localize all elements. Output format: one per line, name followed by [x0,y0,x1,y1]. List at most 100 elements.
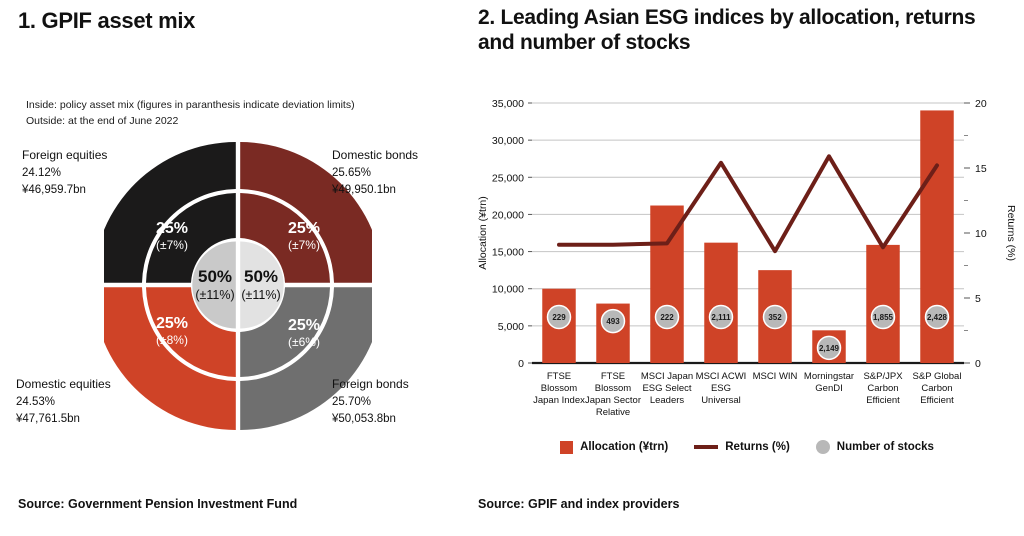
stock-count-bubble: 2,111 [708,304,734,330]
y2-axis-tick-label: 10 [975,228,987,240]
chart-note: Inside: policy asset mix (figures in par… [26,98,355,130]
inner-label-domestic-bonds-dev: (±7%) [288,238,320,252]
label-pct: 24.12% [22,166,62,179]
x-axis-category-label: Relative [596,407,630,418]
combo-chart: 0 5,000 10,000 15,000 20,000 25,000 30,000 35,0… [470,95,1024,445]
inner-label-foreign-bonds-dev: (±6%) [288,335,320,349]
line-swatch-icon [694,445,719,449]
page-title-right: 2. Leading Asian ESG indices by allocati… [478,6,976,54]
bubble-circle [600,308,626,334]
y-axis-tick-label: 10,000 [492,284,524,296]
stock-count-bubble: 222 [654,304,680,330]
gpif-asset-mix-panel: 1. GPIF asset mix Inside: policy asset m… [0,0,470,536]
center-half-right [240,241,284,329]
bubble-label: 222 [660,313,674,322]
x-axis-category-label: FTSE [547,371,571,382]
y-axis-title: Allocation (¥trn) [477,196,489,270]
bar [650,205,684,363]
center-half-left [192,241,236,329]
chart-legend: Allocation (¥trn) Returns (%) Number of … [470,440,1024,454]
inner-label-domestic-equities-dev: (±8%) [156,333,188,347]
center-label-right-dev: (±11%) [241,288,280,302]
bubble-circle [816,335,842,361]
x-axis-category-label: ESG [711,383,731,394]
bubble-circle [870,304,896,330]
bubble-swatch-icon [815,440,830,454]
inner-wedge-domestic-equities [146,287,236,377]
bubble-circle [762,304,788,330]
stock-count-bubble: 493 [600,308,626,334]
stock-count-bubble: 2,428 [924,304,950,330]
bar-swatch-icon [560,440,574,454]
y-axis-tick-label: 30,000 [492,135,524,147]
returns-line [557,154,939,254]
outer-wedge-foreign-equities [104,142,236,283]
donut-label-foreign-bonds: Foreign bonds 25.70% ¥50,053.8bn [332,375,409,429]
x-axis-category-label: MSCI ACWI [696,371,747,382]
inner-label-domestic-equities-pct: 25% [156,315,188,332]
label-pct: 24.53% [16,395,56,408]
y2-axis-title: Returns (%) [1005,205,1017,261]
x-axis-category-label: Carbon [867,383,898,394]
label-pct: 25.70% [332,395,372,408]
inner-label-foreign-bonds-pct: 25% [288,317,320,334]
x-axis-category-label: Leaders [650,395,685,406]
note-line-inside: Inside: policy asset mix (figures in par… [26,99,355,111]
stock-count-bubble: 352 [762,304,788,330]
y-axis-tick-label: 15,000 [492,247,524,259]
bubble-label: 1,855 [873,313,894,322]
bubble-circle [654,304,680,330]
x-axis-category-label: Carbon [921,383,952,394]
page-title-left: 1. GPIF asset mix [18,8,196,33]
x-axis-category-label: Universal [701,395,741,406]
x-axis-category-label: Efficient [920,395,954,406]
inner-label-foreign-equities-dev: (±7%) [156,238,188,252]
inner-wedge-domestic-bonds [240,193,330,283]
bar [704,242,738,363]
y-axis-tick-label: 20,000 [492,209,524,221]
x-axis-category-label: MSCI Japan [641,371,693,382]
bubble-label: 352 [768,313,782,322]
inner-wedge-foreign-bonds [240,287,330,377]
x-axis-category-label: FTSE [601,371,625,382]
y2-axis-tick-label: 5 [975,293,981,305]
label-name: Domestic equities [16,377,111,391]
stock-count-bubble: 2,149 [816,335,842,361]
legend-label-stocks: Number of stocks [836,441,934,453]
label-pct: 25.65% [332,166,372,179]
inner-label-foreign-equities-pct: 25% [156,220,188,237]
bubble-label: 2,428 [927,313,948,322]
inner-wedge-foreign-equities [146,193,236,283]
note-line-outside: Outside: at the end of June 2022 [26,114,179,127]
x-axis-category-label: Japan Sector [585,395,641,406]
y2-axis-tick-label: 15 [975,163,987,175]
legend-label-allocation: Allocation (¥trn) [580,441,669,453]
x-axis-category-label: MSCI WIN [753,371,798,382]
x-axis-category-label: Efficient [866,395,900,406]
x-axis-category-label: S&P Global [913,371,962,382]
outer-wedge-domestic-bonds [240,142,372,283]
y-axis-tick-label: 35,000 [492,98,524,110]
bubble-label: 2,149 [819,344,840,353]
donut-label-domestic-equities: Domestic equities 24.53% ¥47,761.5bn [16,375,111,429]
x-axis-category-label: ESG Select [642,383,691,394]
donut-chart-svg: 25% (±7%) 25% (±6%) 25% (±8%) 25% (±7%) … [104,142,372,430]
source-note-right: Source: GPIF and index providers [478,497,680,511]
label-name: Foreign bonds [332,377,409,391]
x-axis-category-label: Japan Index [533,395,585,406]
outer-wedge-domestic-equities [104,287,236,430]
center-label-right-pct: 50% [244,267,278,286]
combo-chart-svg: 0 5,000 10,000 15,000 20,000 25,000 30,000 35,0… [477,98,1017,418]
bubble-label: 229 [552,313,566,322]
legend-item-allocation: Allocation (¥trn) [560,440,669,454]
legend-item-stocks: Number of stocks [815,440,934,454]
donut-label-foreign-equities: Foreign equities 24.12% ¥46,959.7bn [22,146,107,200]
x-axis-category-label: Blossom [595,383,632,394]
bubble-label: 2,111 [711,313,731,322]
x-axis-category-label: Morningstar [804,371,854,382]
y2-axis-tick-label: 0 [975,358,981,370]
bubble-circle [924,304,950,330]
donut-label-domestic-bonds: Domestic bonds 25.65% ¥49,950.1bn [332,146,418,200]
y-axis-tick-label: 25,000 [492,172,524,184]
legend-item-returns: Returns (%) [694,441,790,453]
